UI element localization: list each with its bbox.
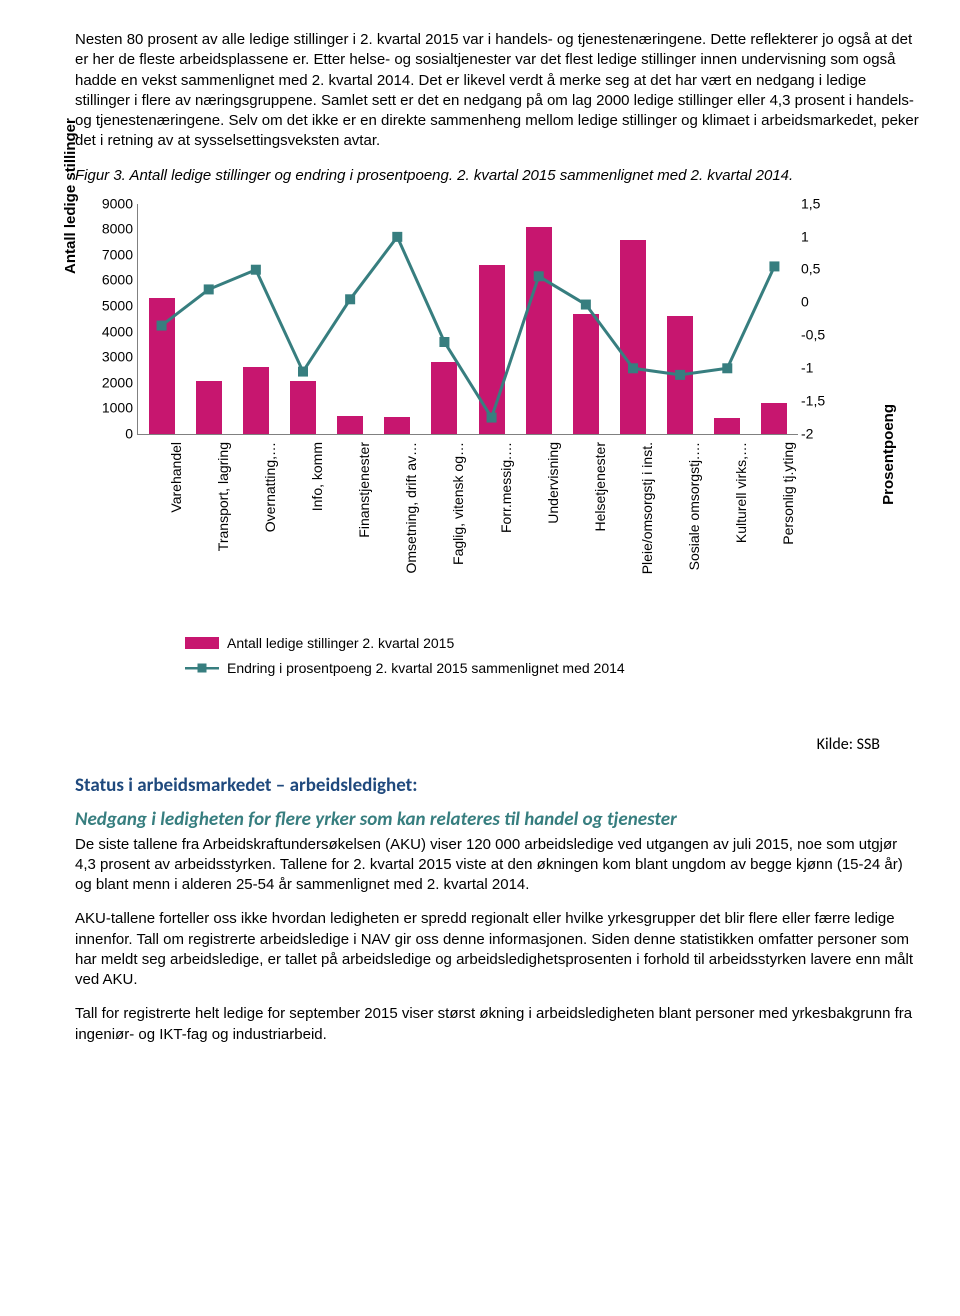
y-left-tick: 7000 — [93, 245, 133, 264]
line-marker — [345, 294, 355, 304]
line-marker — [487, 412, 497, 422]
legend-item-bars: Antall ledige stillinger 2. kvartal 2015 — [185, 634, 625, 653]
line-marker — [298, 366, 308, 376]
y-left-tick: 2000 — [93, 373, 133, 392]
chart-container: Antall ledige stillinger Prosentpoeng 01… — [75, 204, 865, 714]
y-left-tick: 8000 — [93, 220, 133, 239]
trend-line — [162, 237, 775, 418]
line-layer — [138, 184, 798, 454]
x-axis-label: Finanstjenester — [355, 442, 374, 538]
x-axis-label: Faglig, vitensk og… — [449, 442, 468, 565]
paragraph-1: Nesten 80 prosent av alle ledige stillin… — [75, 30, 920, 152]
x-axis-label: Info, komm — [308, 442, 327, 511]
line-marker — [534, 271, 544, 281]
y-left-tick: 9000 — [93, 194, 133, 213]
y-right-axis-label: Prosentpoeng — [879, 404, 899, 505]
y-right-tick: 1,5 — [801, 194, 841, 213]
y-right-tick: -0,5 — [801, 326, 841, 345]
y-left-tick: 4000 — [93, 322, 133, 341]
line-marker — [157, 320, 167, 330]
x-axis-label: Transport, lagring — [214, 442, 233, 551]
x-axis-labels: Varehandel Transport, lagring Overnatting,… — [137, 442, 797, 612]
y-left-tick: 3000 — [93, 348, 133, 367]
line-marker — [251, 264, 261, 274]
line-marker — [675, 370, 685, 380]
x-axis-label: Kulturell virks,… — [732, 442, 751, 543]
legend-bar-swatch — [185, 637, 219, 649]
legend: Antall ledige stillinger 2. kvartal 2015… — [185, 634, 625, 684]
y-left-tick: 6000 — [93, 271, 133, 290]
line-marker — [581, 299, 591, 309]
line-marker — [439, 337, 449, 347]
figure-caption: Figur 3. Antall ledige stillinger og end… — [75, 166, 920, 186]
y-left-axis-label: Antall ledige stillinger — [61, 118, 81, 274]
x-axis-label: Helsetjenester — [591, 442, 610, 532]
x-axis-label: Pleie/omsorgstj i inst. — [638, 442, 657, 574]
line-marker — [722, 363, 732, 373]
y-right-tick: 0,5 — [801, 260, 841, 279]
x-axis-label: Varehandel — [167, 442, 186, 513]
y-left-ticks: 0100020003000400050006000700080009000 — [93, 204, 133, 434]
y-right-tick: 0 — [801, 293, 841, 312]
paragraph-3: AKU-tallene forteller oss ikke hvordan l… — [75, 909, 920, 990]
legend-item-line: Endring i prosentpoeng 2. kvartal 2015 s… — [185, 659, 625, 678]
x-axis-label: Forr.messig.… — [497, 442, 516, 533]
paragraph-2: De siste tallene fra Arbeidskraftundersø… — [75, 835, 920, 896]
legend-line-label: Endring i prosentpoeng 2. kvartal 2015 s… — [227, 659, 625, 678]
y-left-tick: 1000 — [93, 399, 133, 418]
paragraph-4: Tall for registrerte helt ledige for sep… — [75, 1004, 920, 1045]
x-axis-label: Sosiale omsorgstj.… — [685, 442, 704, 570]
y-left-tick: 0 — [93, 424, 133, 443]
plot-area — [137, 204, 798, 435]
legend-bar-label: Antall ledige stillinger 2. kvartal 2015 — [227, 634, 454, 653]
y-right-tick: 1 — [801, 227, 841, 246]
x-axis-label: Omsetning, drift av… — [402, 442, 421, 574]
line-marker — [204, 284, 214, 294]
legend-line-swatch — [185, 662, 219, 674]
x-axis-label: Undervisning — [544, 442, 563, 524]
y-left-tick: 5000 — [93, 297, 133, 316]
line-marker — [769, 261, 779, 271]
x-axis-label: Overnatting,… — [261, 442, 280, 532]
y-right-tick: -1,5 — [801, 391, 841, 410]
subsection-heading: Nedgang i ledigheten for flere yrker som… — [75, 807, 920, 833]
line-marker — [628, 363, 638, 373]
line-marker — [392, 232, 402, 242]
section-heading-status: Status i arbeidsmarkedet – arbeidsledigh… — [75, 773, 920, 799]
y-right-tick: -1 — [801, 359, 841, 378]
source-label: Kilde: SSB — [75, 734, 880, 756]
y-right-tick: -2 — [801, 424, 841, 443]
y-right-ticks: -2-1,5-1-0,500,511,5 — [801, 204, 841, 434]
x-axis-label: Personlig tj.yting — [779, 442, 798, 545]
